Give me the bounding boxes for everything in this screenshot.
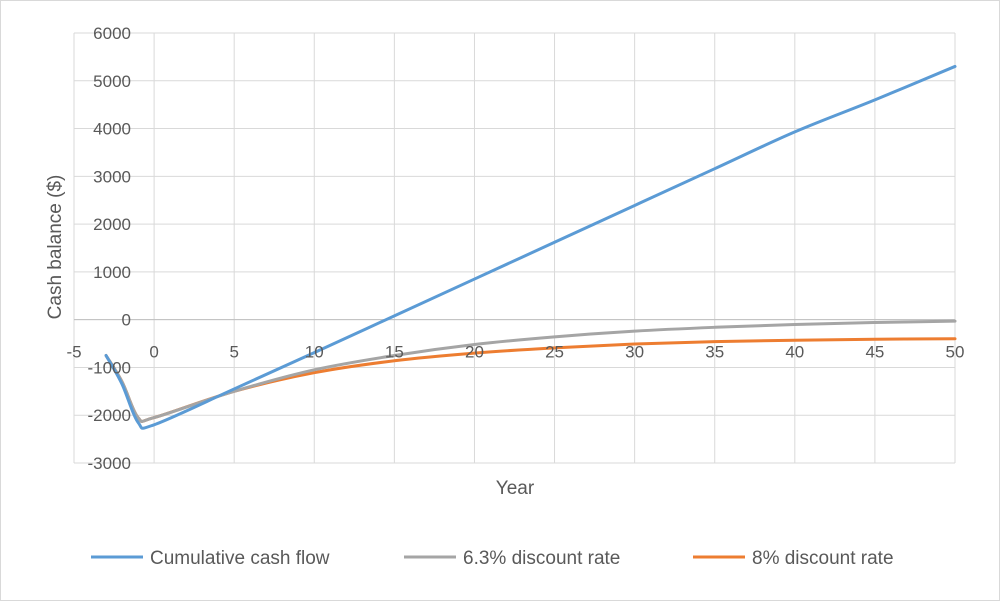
legend-item-6-3: 6.3% discount rate (404, 548, 620, 569)
gridlines (73, 32, 956, 464)
y-tick-label: -3000 (88, 454, 131, 473)
y-tick-label: -1000 (88, 358, 131, 377)
series-line-1 (104, 319, 957, 423)
x-tick-label: 10 (305, 343, 324, 362)
series-line-0 (104, 64, 957, 430)
y-tick-label: 3000 (93, 167, 131, 186)
legend: Cumulative cash flow 6.3% discount rate … (91, 548, 894, 569)
y-tick-label: 6000 (93, 24, 131, 43)
legend-label-6-3: 6.3% discount rate (463, 548, 620, 569)
x-tick-label: 20 (465, 343, 484, 362)
y-tick-label: 5000 (93, 72, 131, 91)
x-tick-label: 15 (385, 343, 404, 362)
x-tick-label: 50 (946, 343, 965, 362)
x-tick-labels: -5 0 5 10 15 20 25 30 35 40 45 50 (66, 343, 964, 362)
x-tick-label: -5 (66, 343, 81, 362)
legend-item-cumulative: Cumulative cash flow (91, 548, 330, 569)
x-tick-label: 30 (625, 343, 644, 362)
y-tick-label: 2000 (93, 215, 131, 234)
y-tick-labels: -3000 -2000 -1000 0 1000 2000 3000 4000 5000 6000 (88, 24, 131, 473)
x-tick-label: 0 (149, 343, 158, 362)
y-tick-label: 4000 (93, 120, 131, 139)
x-tick-label: 35 (705, 343, 724, 362)
legend-label-cumulative: Cumulative cash flow (150, 548, 330, 569)
legend-label-8: 8% discount rate (752, 548, 894, 569)
x-axis-title: Year (496, 478, 535, 499)
series-lines (104, 64, 957, 430)
y-tick-label: 1000 (93, 263, 131, 282)
x-tick-label: 25 (545, 343, 564, 362)
x-tick-label: 45 (865, 343, 884, 362)
legend-item-8: 8% discount rate (693, 548, 894, 569)
x-tick-label: 5 (229, 343, 238, 362)
y-tick-label: -2000 (88, 406, 131, 425)
x-tick-label: 40 (785, 343, 804, 362)
y-tick-label: 0 (122, 311, 131, 330)
y-axis-title: Cash balance ($) (45, 175, 66, 320)
